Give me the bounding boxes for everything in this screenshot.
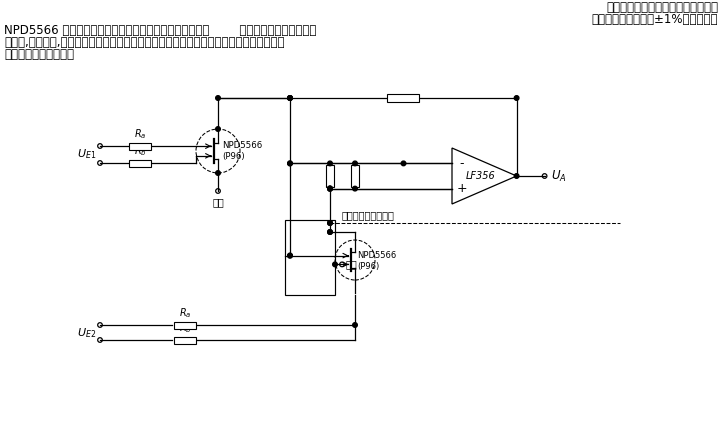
Text: -: -	[459, 157, 464, 170]
Circle shape	[328, 186, 332, 191]
Text: $R_b$: $R_b$	[178, 321, 191, 335]
Text: 用运算放大器的类型。: 用运算放大器的类型。	[4, 48, 74, 61]
Text: $R_a$: $R_a$	[179, 306, 191, 320]
Circle shape	[328, 221, 332, 225]
Bar	[129, 143, 151, 149]
Bar	[174, 336, 196, 344]
Circle shape	[401, 161, 406, 166]
Circle shape	[287, 96, 292, 100]
Text: 制信号,精确跟踪,减小了由于共模信号引起的误差。电路中电阻值取决于所应用的场合和所: 制信号,精确跟踪,减小了由于共模信号引起的误差。电路中电阻值取决于所应用的场合和…	[4, 36, 284, 49]
Circle shape	[287, 253, 292, 258]
Circle shape	[328, 186, 332, 191]
Circle shape	[287, 161, 292, 166]
Text: 控制: 控制	[212, 197, 224, 207]
Text: NPD5566
(P96): NPD5566 (P96)	[222, 141, 263, 161]
Circle shape	[216, 171, 220, 175]
Text: NPD5566
(P96): NPD5566 (P96)	[357, 251, 396, 271]
Circle shape	[216, 96, 220, 100]
Circle shape	[514, 174, 519, 178]
Bar	[326, 165, 334, 187]
Text: +: +	[456, 182, 467, 195]
Text: 至附加的多谐振荡器: 至附加的多谐振荡器	[342, 210, 395, 220]
Text: 由于结型场效应管组件在较大温度范: 由于结型场效应管组件在较大温度范	[606, 1, 718, 14]
Circle shape	[287, 161, 292, 166]
Text: 围内的跟踪能力优于±1%，故可选用: 围内的跟踪能力优于±1%，故可选用	[591, 13, 718, 26]
Text: $R_b$: $R_b$	[134, 144, 147, 158]
Circle shape	[353, 323, 357, 327]
Text: $U_{E1}$: $U_{E1}$	[77, 147, 96, 161]
Text: $R_a$: $R_a$	[134, 127, 147, 141]
Circle shape	[287, 96, 292, 100]
Circle shape	[514, 96, 519, 100]
Bar	[129, 160, 151, 166]
Text: LF356: LF356	[466, 171, 495, 181]
Circle shape	[333, 262, 337, 267]
Bar	[351, 165, 359, 187]
Circle shape	[287, 253, 292, 258]
Circle shape	[216, 127, 220, 131]
Circle shape	[328, 230, 332, 234]
Circle shape	[353, 186, 357, 191]
Circle shape	[328, 221, 332, 225]
Circle shape	[353, 161, 357, 166]
Text: $U_{E2}$: $U_{E2}$	[77, 326, 96, 340]
Bar	[387, 94, 419, 102]
Circle shape	[328, 161, 332, 166]
Text: 控制: 控制	[346, 259, 357, 269]
Circle shape	[287, 96, 292, 100]
Bar	[174, 321, 196, 329]
Circle shape	[328, 230, 332, 234]
Text: $U_A$: $U_A$	[551, 169, 566, 184]
Bar	[285, 220, 335, 295]
Text: NPD5566 双结型场效应管作为差动多路转换器的控制元件        ，它可提供高度准确的控: NPD5566 双结型场效应管作为差动多路转换器的控制元件 ，它可提供高度准确的…	[4, 24, 316, 37]
Circle shape	[328, 186, 332, 191]
Circle shape	[328, 186, 332, 191]
